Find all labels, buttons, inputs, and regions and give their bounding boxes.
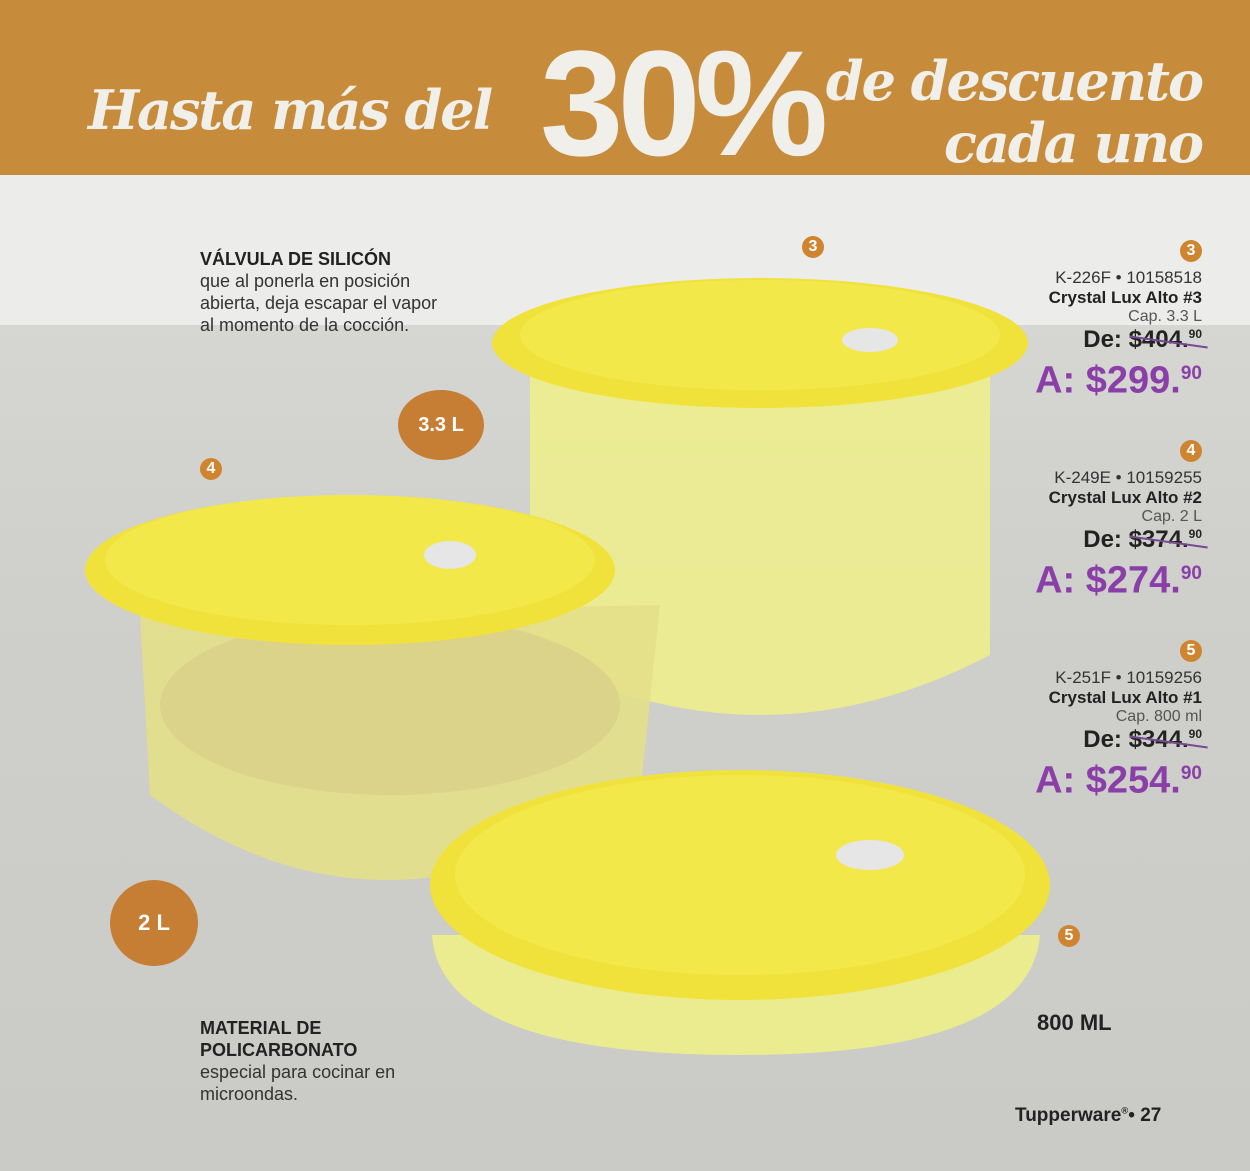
product-name: Crystal Lux Alto #3 (1048, 288, 1202, 307)
sale-price: A: $299.90 (1035, 359, 1202, 402)
page-footer: Tupperware®• 27 (1015, 1105, 1162, 1126)
brand-name: Tupperware (1015, 1105, 1122, 1126)
product-code: K-251F • 10159256 (1055, 668, 1202, 687)
product-info-3: 3 K-226F • 10158518 Crystal Lux Alto #3 … (962, 240, 1202, 401)
capacity-label-800ml: 800 ML (1037, 1010, 1112, 1035)
product-name: Crystal Lux Alto #2 (1048, 488, 1202, 507)
sale-price: A: $254.90 (1035, 759, 1202, 802)
original-price: De: $344.90 (1083, 726, 1202, 753)
product-photo (0, 175, 1250, 1055)
product-code: K-226F • 10158518 (1055, 268, 1202, 287)
marker-3: 3 (802, 236, 824, 258)
valve-note: VÁLVULA DE SILICÓN que al ponerla en posi… (200, 249, 438, 335)
product-capacity: Cap. 800 ml (1115, 708, 1202, 725)
sale-price: A: $274.90 (1035, 559, 1202, 602)
capacity-badge-2l: 2 L (110, 880, 198, 966)
marker-4: 4 (200, 458, 222, 480)
product-capacity: Cap. 2 L (1141, 508, 1202, 525)
product-code: K-249E • 10159255 (1054, 468, 1202, 487)
capacity-badge-3-3l: 3.3 L (398, 390, 484, 460)
product-info-5: 5 K-251F • 10159256 Crystal Lux Alto #1 … (962, 640, 1202, 801)
product-name: Crystal Lux Alto #1 (1048, 688, 1202, 707)
marker-5: 5 (1058, 925, 1080, 947)
original-price: De: $374.90 (1083, 526, 1202, 553)
promo-banner: Hasta más del 30% de descuento cada uno (0, 0, 1250, 187)
banner-suffix: de descuento cada uno (825, 49, 1204, 175)
original-price: De: $404.90 (1083, 326, 1202, 353)
container-small (430, 770, 1050, 1055)
product-capacity: Cap. 3.3 L (1128, 308, 1202, 325)
banner-percent: 30% (540, 19, 828, 187)
product-info-4: 4 K-249E • 10159255 Crystal Lux Alto #2 … (962, 440, 1202, 601)
material-note: MATERIAL DE POLICARBONATO especial para c… (200, 1018, 396, 1104)
banner-prefix: Hasta más del (88, 78, 493, 142)
page-number: • 27 (1128, 1105, 1162, 1126)
